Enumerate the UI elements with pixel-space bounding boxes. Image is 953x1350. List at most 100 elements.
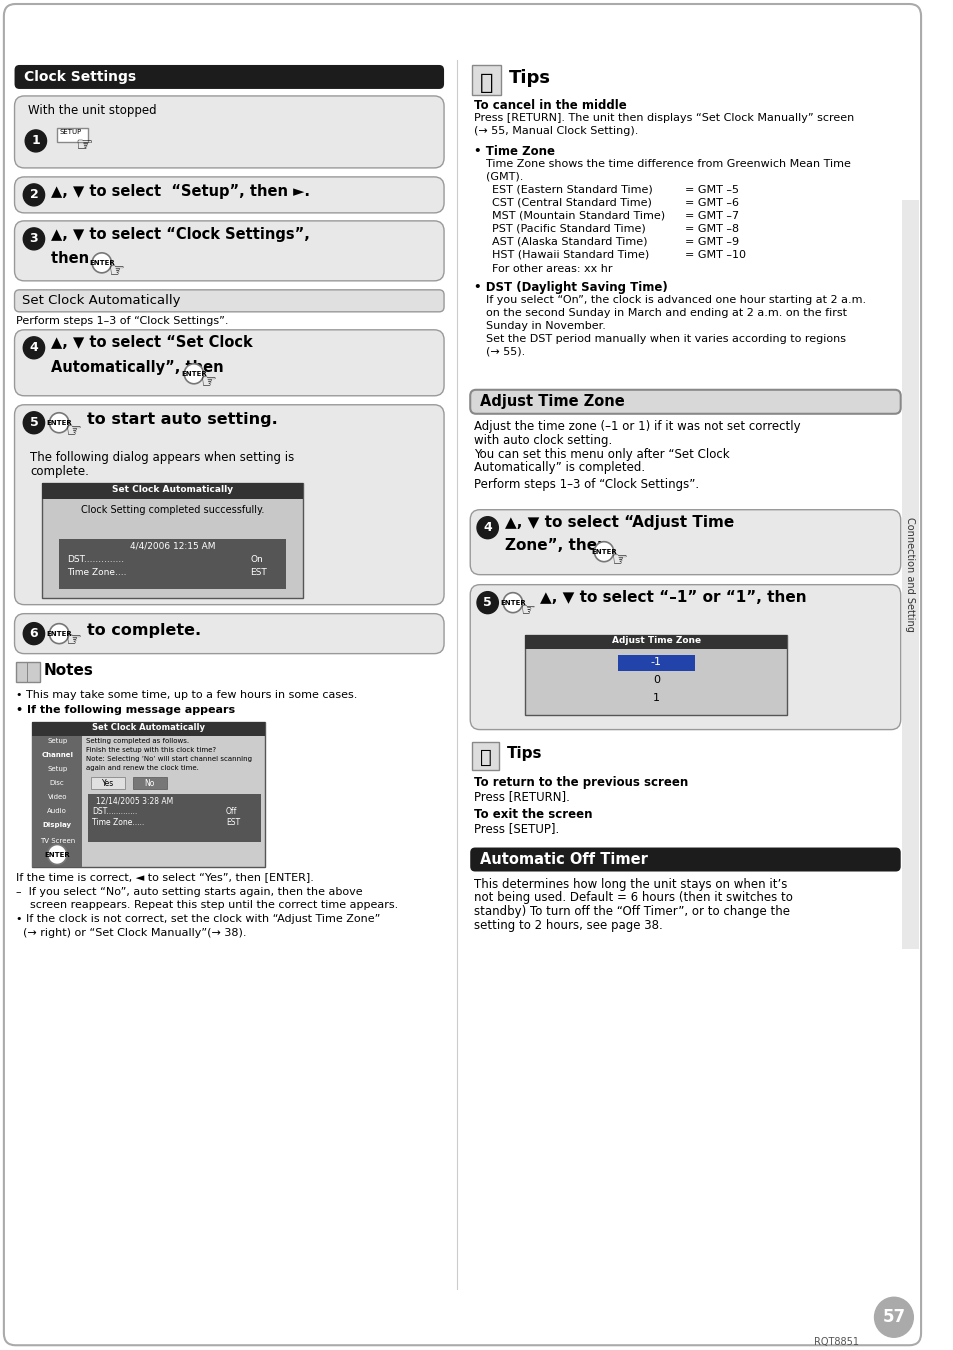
Text: ▲, ▼ to select  “Setup”, then ►.: ▲, ▼ to select “Setup”, then ►. bbox=[51, 184, 310, 198]
Text: Sunday in November.: Sunday in November. bbox=[485, 321, 605, 331]
Text: Audio: Audio bbox=[48, 807, 67, 814]
Text: Automatic Off Timer: Automatic Off Timer bbox=[479, 852, 647, 867]
Text: Notes: Notes bbox=[44, 663, 93, 678]
Text: on the second Sunday in March and ending at 2 a.m. on the first: on the second Sunday in March and ending… bbox=[485, 308, 846, 317]
Circle shape bbox=[23, 412, 45, 433]
Text: ☞: ☞ bbox=[75, 136, 93, 155]
Text: Setup: Setup bbox=[47, 765, 68, 772]
Text: Press [SETUP].: Press [SETUP]. bbox=[474, 822, 558, 834]
Bar bbox=[617, 691, 695, 706]
Text: Press [RETURN]. The unit then displays “Set Clock Manually” screen: Press [RETURN]. The unit then displays “… bbox=[474, 113, 854, 123]
FancyBboxPatch shape bbox=[470, 585, 900, 729]
Bar bbox=[42, 483, 303, 498]
Text: ☞: ☞ bbox=[611, 551, 627, 568]
Text: Off: Off bbox=[226, 806, 237, 815]
Text: To exit the screen: To exit the screen bbox=[474, 807, 592, 821]
Circle shape bbox=[23, 622, 45, 645]
Circle shape bbox=[476, 517, 497, 539]
Text: with auto clock setting.: with auto clock setting. bbox=[474, 433, 612, 447]
Text: Press [RETURN].: Press [RETURN]. bbox=[474, 790, 569, 802]
Text: For other areas: xx hr: For other areas: xx hr bbox=[491, 263, 612, 274]
Circle shape bbox=[23, 336, 45, 359]
Text: SETUP: SETUP bbox=[59, 130, 81, 135]
Bar bbox=[617, 672, 695, 688]
Text: Adjust Time Zone: Adjust Time Zone bbox=[611, 636, 700, 645]
Text: Note: Selecting ’No’ will start channel scanning: Note: Selecting ’No’ will start channel … bbox=[86, 756, 252, 761]
Text: To cancel in the middle: To cancel in the middle bbox=[474, 99, 626, 112]
Bar bbox=[32, 736, 82, 867]
Text: (GMT).: (GMT). bbox=[485, 171, 522, 182]
Text: EST: EST bbox=[250, 568, 267, 576]
Circle shape bbox=[92, 252, 112, 273]
Text: standby) To turn off the “Off Timer”, or to change the: standby) To turn off the “Off Timer”, or… bbox=[474, 906, 789, 918]
Text: Yes: Yes bbox=[101, 779, 113, 787]
Circle shape bbox=[48, 845, 67, 864]
Text: Perform steps 1–3 of “Clock Settings”.: Perform steps 1–3 of “Clock Settings”. bbox=[474, 478, 699, 491]
Circle shape bbox=[50, 624, 69, 644]
Text: 57: 57 bbox=[882, 1308, 904, 1326]
Text: 4: 4 bbox=[483, 521, 492, 535]
Circle shape bbox=[874, 1297, 912, 1338]
FancyBboxPatch shape bbox=[470, 510, 900, 575]
Bar bbox=[525, 634, 786, 714]
Circle shape bbox=[25, 130, 47, 153]
Text: again and renew the clock time.: again and renew the clock time. bbox=[86, 764, 199, 771]
Text: This determines how long the unit stays on when it’s: This determines how long the unit stays … bbox=[474, 878, 786, 891]
Text: (→ 55).: (→ 55). bbox=[485, 347, 524, 356]
Text: Time Zone....: Time Zone.... bbox=[67, 568, 126, 576]
Text: ☞: ☞ bbox=[66, 421, 82, 440]
Text: Setting completed as follows.: Setting completed as follows. bbox=[86, 737, 190, 744]
Text: ☞: ☞ bbox=[520, 602, 536, 620]
Circle shape bbox=[594, 541, 613, 562]
FancyBboxPatch shape bbox=[14, 329, 443, 396]
Text: Adjust the time zone (–1 or 1) if it was not set correctly: Adjust the time zone (–1 or 1) if it was… bbox=[474, 420, 800, 433]
Text: Tips: Tips bbox=[509, 69, 551, 86]
Text: complete.: complete. bbox=[30, 464, 89, 478]
Text: • Time Zone: • Time Zone bbox=[474, 144, 555, 158]
Text: ☞: ☞ bbox=[109, 262, 124, 279]
Bar bbox=[16, 662, 40, 682]
Text: 💡: 💡 bbox=[479, 73, 493, 93]
Text: = GMT –8: = GMT –8 bbox=[685, 224, 739, 234]
Text: ENTER: ENTER bbox=[499, 599, 525, 606]
Text: Video: Video bbox=[48, 794, 67, 799]
Text: Zone”, then: Zone”, then bbox=[504, 537, 618, 552]
Text: DST..............: DST.............. bbox=[67, 555, 124, 564]
Text: ☞: ☞ bbox=[200, 373, 216, 390]
Text: With the unit stopped: With the unit stopped bbox=[28, 104, 156, 117]
Text: then: then bbox=[51, 251, 100, 266]
Text: Setup: Setup bbox=[47, 737, 68, 744]
Text: Set the DST period manually when it varies according to regions: Set the DST period manually when it vari… bbox=[485, 333, 845, 344]
Text: The following dialog appears when setting is: The following dialog appears when settin… bbox=[30, 451, 294, 464]
Text: On: On bbox=[250, 555, 263, 564]
Text: 6: 6 bbox=[30, 628, 38, 640]
Text: Clock Setting completed successfully.: Clock Setting completed successfully. bbox=[81, 505, 264, 514]
Text: ENTER: ENTER bbox=[46, 420, 71, 425]
Text: • DST (Daylight Saving Time): • DST (Daylight Saving Time) bbox=[474, 281, 667, 294]
Text: ▲, ▼ to select “–1” or “1”, then: ▲, ▼ to select “–1” or “1”, then bbox=[539, 590, 806, 605]
Text: 1: 1 bbox=[652, 693, 659, 702]
Text: = GMT –6: = GMT –6 bbox=[685, 198, 739, 208]
Text: ☞: ☞ bbox=[66, 630, 82, 648]
Text: 4: 4 bbox=[30, 342, 38, 354]
Bar bbox=[59, 539, 286, 589]
Text: You can set this menu only after “Set Clock: You can set this menu only after “Set Cl… bbox=[474, 448, 729, 460]
Text: = GMT –10: = GMT –10 bbox=[685, 250, 745, 259]
Text: ▲, ▼ to select “Adjust Time: ▲, ▼ to select “Adjust Time bbox=[504, 514, 734, 529]
Text: setting to 2 hours, see page 38.: setting to 2 hours, see page 38. bbox=[474, 919, 662, 933]
Bar bbox=[617, 655, 695, 671]
Text: ENTER: ENTER bbox=[89, 259, 114, 266]
Text: If you select “On”, the clock is advanced one hour starting at 2 a.m.: If you select “On”, the clock is advance… bbox=[485, 294, 865, 305]
FancyBboxPatch shape bbox=[14, 221, 443, 281]
Bar bbox=[91, 776, 125, 788]
Text: Disc: Disc bbox=[50, 779, 65, 786]
Text: Automatically”, then: Automatically”, then bbox=[51, 360, 234, 375]
FancyBboxPatch shape bbox=[4, 4, 920, 1345]
Text: Finish the setup with this clock time?: Finish the setup with this clock time? bbox=[86, 747, 216, 752]
Text: not being used. Default = 6 hours (then it switches to: not being used. Default = 6 hours (then … bbox=[474, 891, 792, 904]
Text: to complete.: to complete. bbox=[87, 622, 201, 637]
Text: 3: 3 bbox=[30, 232, 38, 246]
Text: to start auto setting.: to start auto setting. bbox=[87, 412, 277, 427]
Text: = GMT –5: = GMT –5 bbox=[685, 185, 739, 194]
Text: ENTER: ENTER bbox=[46, 630, 71, 637]
